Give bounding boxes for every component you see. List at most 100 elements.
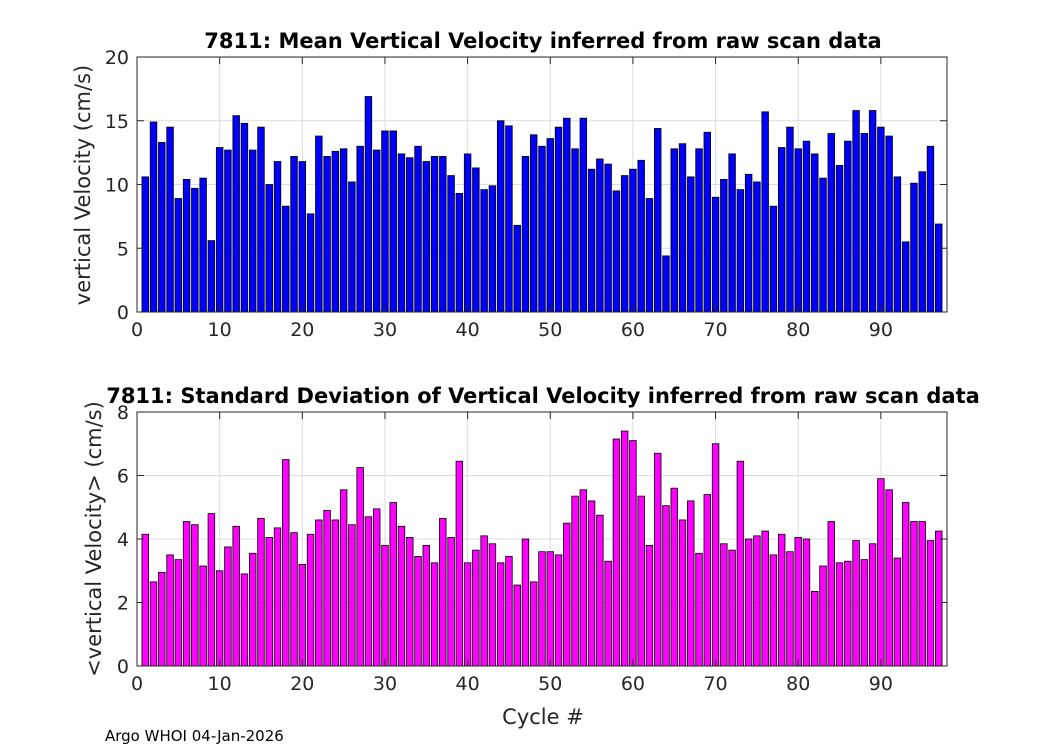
bar bbox=[678, 519, 687, 667]
y-axis-label: vertical Velocity (cm/s) bbox=[71, 65, 95, 305]
y-tick-label: 20 bbox=[105, 47, 129, 69]
bar bbox=[174, 198, 183, 313]
bar bbox=[563, 117, 571, 313]
x-tick-label: 90 bbox=[869, 319, 893, 341]
x-tick-label: 60 bbox=[621, 673, 645, 695]
bar bbox=[554, 126, 563, 313]
bar bbox=[860, 559, 869, 667]
bar bbox=[257, 517, 265, 667]
x-tick-label: 40 bbox=[456, 319, 480, 341]
bar bbox=[711, 443, 720, 667]
bar bbox=[331, 519, 340, 667]
bar bbox=[240, 122, 249, 313]
bar bbox=[620, 430, 629, 667]
bar bbox=[290, 532, 298, 667]
bar bbox=[819, 565, 827, 667]
bar bbox=[158, 571, 166, 667]
bar bbox=[662, 505, 670, 667]
y-tick-label: 8 bbox=[117, 402, 129, 424]
bar bbox=[728, 153, 736, 313]
bar bbox=[802, 140, 811, 313]
bar bbox=[141, 176, 149, 313]
bar bbox=[530, 581, 538, 667]
bar bbox=[571, 148, 579, 313]
bar bbox=[397, 153, 406, 313]
bar bbox=[579, 117, 588, 313]
bar bbox=[563, 522, 571, 667]
x-axis-label: Cycle # bbox=[502, 705, 584, 729]
bar bbox=[414, 556, 422, 667]
y-tick-label: 4 bbox=[117, 529, 129, 551]
bar bbox=[496, 562, 505, 667]
bar bbox=[521, 156, 530, 313]
bar bbox=[323, 510, 331, 667]
bar bbox=[695, 552, 703, 667]
bar bbox=[315, 135, 323, 313]
bar bbox=[480, 535, 488, 667]
bar bbox=[935, 223, 943, 313]
bar bbox=[389, 502, 397, 667]
bar bbox=[240, 573, 249, 667]
y-axis-label: <vertical Velocity> (cm/s) bbox=[82, 401, 106, 677]
bar bbox=[513, 224, 521, 313]
y-tick-label: 0 bbox=[117, 302, 129, 324]
bar bbox=[687, 176, 695, 313]
bar bbox=[769, 205, 778, 313]
bar bbox=[604, 163, 612, 313]
bar bbox=[844, 140, 852, 313]
bar bbox=[224, 149, 232, 313]
bar bbox=[794, 537, 802, 667]
bar bbox=[629, 440, 637, 667]
bar bbox=[406, 537, 414, 667]
bar bbox=[720, 543, 728, 667]
bar bbox=[769, 554, 778, 667]
bar bbox=[505, 556, 513, 667]
bar bbox=[273, 527, 282, 667]
bar bbox=[720, 178, 728, 313]
bar bbox=[612, 438, 621, 667]
bar bbox=[761, 530, 769, 667]
bar bbox=[893, 176, 902, 313]
bar bbox=[265, 537, 273, 667]
y-tick-label: 5 bbox=[117, 238, 129, 260]
bar bbox=[439, 517, 447, 667]
bar bbox=[356, 467, 364, 667]
x-tick-label: 60 bbox=[621, 319, 645, 341]
bar bbox=[480, 189, 488, 313]
bar bbox=[844, 560, 852, 667]
bar bbox=[191, 187, 199, 313]
bar bbox=[852, 540, 860, 667]
bar bbox=[496, 120, 505, 313]
y-tick-label: 0 bbox=[117, 656, 129, 678]
bar bbox=[587, 168, 596, 313]
bar bbox=[158, 142, 166, 313]
bar bbox=[835, 164, 844, 313]
x-tick-label: 40 bbox=[456, 673, 480, 695]
bar bbox=[935, 530, 943, 667]
bar bbox=[860, 133, 869, 313]
bar bbox=[827, 133, 835, 313]
bar bbox=[910, 521, 918, 667]
bar bbox=[406, 157, 414, 313]
bar bbox=[587, 500, 596, 667]
bar bbox=[637, 495, 645, 667]
x-tick-label: 70 bbox=[703, 673, 727, 695]
bar bbox=[802, 538, 811, 667]
bar bbox=[571, 495, 579, 667]
bar bbox=[703, 494, 712, 667]
bar bbox=[753, 181, 761, 313]
bar bbox=[538, 551, 546, 667]
bar bbox=[654, 127, 662, 313]
bar bbox=[174, 559, 183, 667]
y-tick-label: 15 bbox=[105, 111, 129, 133]
bar bbox=[430, 156, 439, 313]
bar bbox=[654, 452, 662, 667]
bar bbox=[215, 147, 224, 313]
bar bbox=[670, 148, 678, 313]
bar bbox=[141, 533, 149, 667]
bar bbox=[422, 544, 430, 667]
bar bbox=[521, 538, 530, 667]
bar bbox=[554, 554, 563, 667]
bar bbox=[695, 148, 703, 313]
x-tick-label: 0 bbox=[131, 319, 143, 341]
